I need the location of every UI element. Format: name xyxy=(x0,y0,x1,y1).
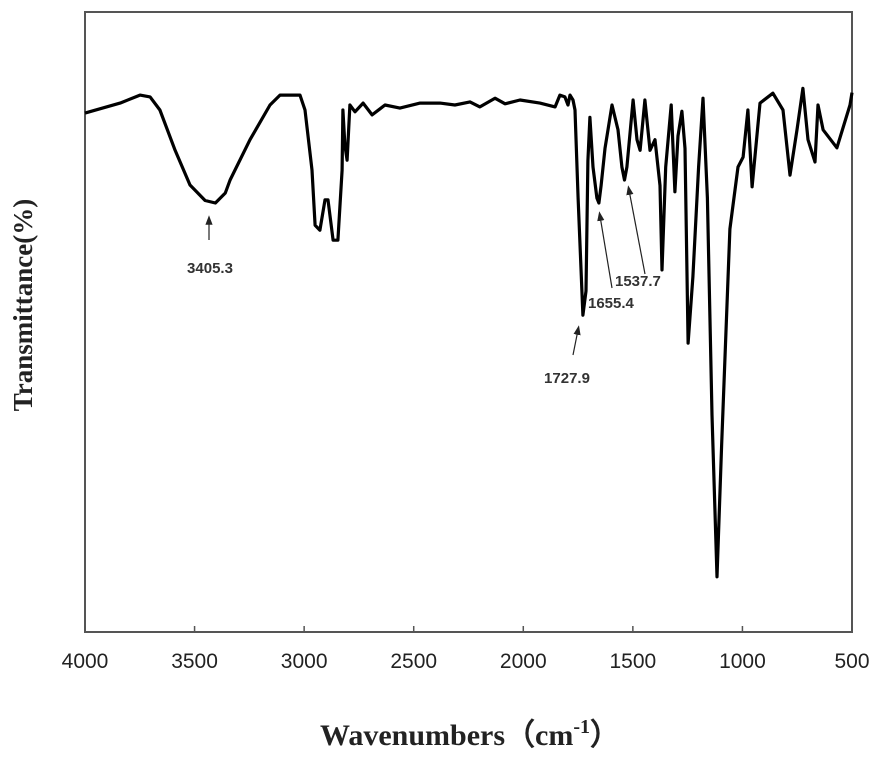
peak-annotation-label: 1537.7 xyxy=(615,273,661,290)
x-tick-label: 2000 xyxy=(500,650,547,673)
x-axis-label: Wavenumbers（cm-1） xyxy=(320,716,620,752)
x-axis-label-superscript: -1 xyxy=(573,716,590,738)
peak-annotation-label: 3405.3 xyxy=(187,260,233,277)
peak-annotation-label: 1655.4 xyxy=(588,295,635,312)
x-tick-label: 1000 xyxy=(719,650,766,673)
x-tick-label: 3000 xyxy=(281,650,328,673)
plot-frame xyxy=(84,11,853,633)
x-tick-label: 500 xyxy=(834,650,869,673)
x-tick-label: 1500 xyxy=(609,650,656,673)
annotation-arrow xyxy=(626,185,646,275)
annotation-arrow xyxy=(597,211,613,289)
spectrum-line xyxy=(84,86,854,579)
annotation-arrow xyxy=(572,325,581,356)
x-tick-label: 3500 xyxy=(171,650,218,673)
y-axis-label: Transmittance(%) xyxy=(8,199,38,411)
x-tick-label: 4000 xyxy=(62,650,109,673)
peak-annotation-label: 1727.9 xyxy=(544,370,590,387)
x-tick-label: 2500 xyxy=(390,650,437,673)
